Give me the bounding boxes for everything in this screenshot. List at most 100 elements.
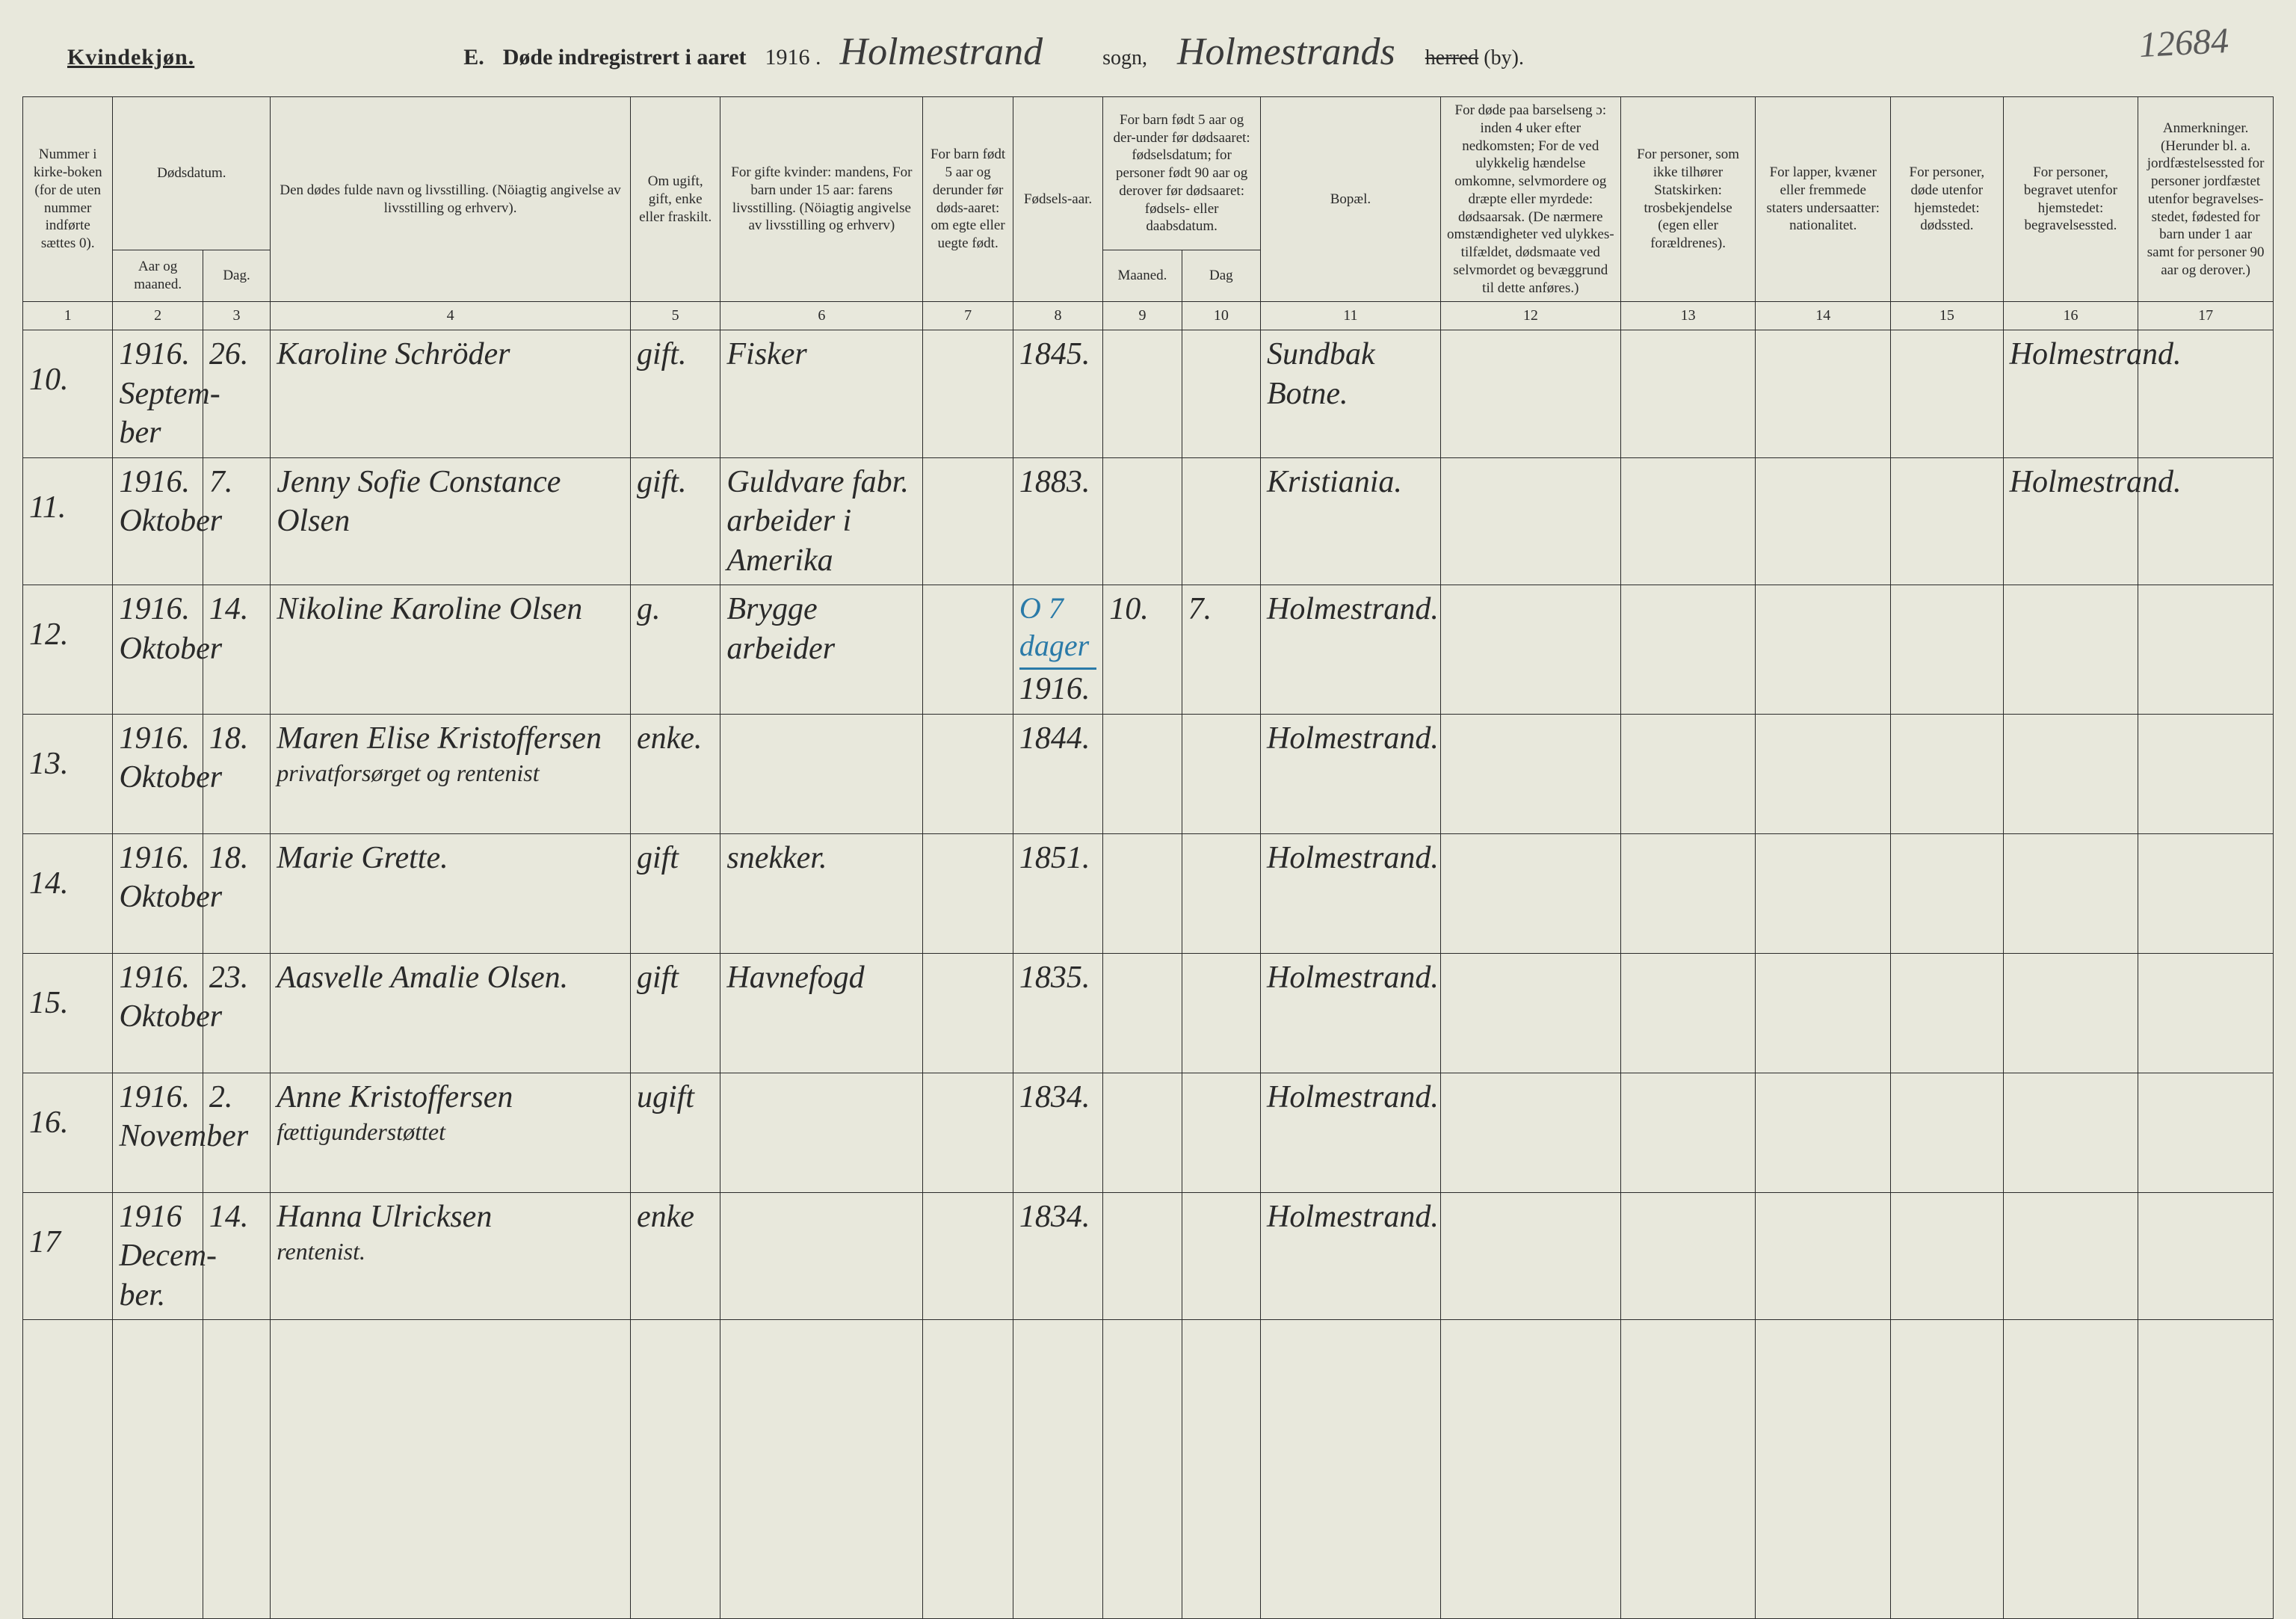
register-page: 12684 Kvindekjøn. E. Døde indregistrert … (22, 30, 2274, 1458)
cell-c14 (1756, 330, 1891, 458)
col-header-2: Aar og maaned. (113, 250, 203, 302)
cell-num: 15. (23, 953, 113, 1073)
cell-bopael: Sundbak Botne. (1261, 330, 1441, 458)
cell-bopael: Holmestrand. (1261, 714, 1441, 833)
cell-yrke: Guldvare fabr. arbeider i Amerika (720, 457, 923, 585)
cell-num: 12. (23, 585, 113, 715)
empty-cell (271, 1320, 631, 1619)
handwritten-page-number: 12684 (2138, 20, 2230, 66)
col-header-fodselsdatum: For barn født 5 aar og der-under før død… (1103, 97, 1261, 250)
cell-navn: Aasvelle Amalie Olsen. (271, 953, 631, 1073)
col-header-10: Dag (1182, 250, 1260, 302)
cell-c12 (1440, 457, 1620, 585)
cell-anm (2138, 714, 2274, 833)
col-header-1: Nummer i kirke-boken (for de uten nummer… (23, 97, 113, 302)
cell-begrav (2003, 585, 2138, 715)
cell-egte (923, 714, 1013, 833)
cell-c15 (1891, 1192, 2004, 1320)
cell-c14 (1756, 1192, 1891, 1320)
cell-begrav (2003, 953, 2138, 1073)
empty-cell (23, 1320, 113, 1619)
page-header: Kvindekjøn. E. Døde indregistrert i aare… (22, 30, 2274, 96)
gender-label: Kvindekjøn. (67, 45, 194, 70)
cell-egte (923, 330, 1013, 458)
colnum: 10 (1182, 302, 1260, 330)
cell-egte (923, 457, 1013, 585)
cell-begrav: Holmestrand. (2003, 457, 2138, 585)
cell-c13 (1620, 953, 1756, 1073)
colnum: 3 (203, 302, 270, 330)
cell-fdag (1182, 833, 1260, 953)
cell-c15 (1891, 953, 2004, 1073)
col-header-14: For lapper, kvæner eller fremmede stater… (1756, 97, 1891, 302)
empty-cell (630, 1320, 720, 1619)
cell-begrav (2003, 1192, 2138, 1320)
cell-anm (2138, 585, 2274, 715)
cell-fodselsaar: 1844. (1013, 714, 1102, 833)
empty-cell (203, 1320, 270, 1619)
cell-fodselsaar: 1883. (1013, 457, 1102, 585)
register-table: Nummer i kirke-boken (for de uten nummer… (22, 96, 2274, 1619)
colnum: 14 (1756, 302, 1891, 330)
empty-cell (720, 1320, 923, 1619)
cell-fdag (1182, 457, 1260, 585)
cell-egte (923, 953, 1013, 1073)
colnum: 6 (720, 302, 923, 330)
cell-bopael: Kristiania. (1261, 457, 1441, 585)
cell-aarmaaned: 1916. Oktober (113, 714, 203, 833)
col-header-17: Anmerkninger. (Herunder bl. a. jordfæste… (2138, 97, 2274, 302)
cell-fodselsaar: 1834. (1013, 1192, 1102, 1320)
cell-num: 13. (23, 714, 113, 833)
cell-begrav (2003, 1073, 2138, 1192)
empty-cell (113, 1320, 203, 1619)
colnum: 13 (1620, 302, 1756, 330)
cell-aarmaaned: 1916. November (113, 1073, 203, 1192)
cell-c12 (1440, 953, 1620, 1073)
cell-navn: Marie Grette. (271, 833, 631, 953)
cell-anm (2138, 953, 2274, 1073)
cell-begrav (2003, 714, 2138, 833)
cell-status: enke (630, 1192, 720, 1320)
cell-status: gift. (630, 457, 720, 585)
col-header-11: Bopæl. (1261, 97, 1441, 302)
empty-cell (1620, 1320, 1756, 1619)
cell-c12 (1440, 1073, 1620, 1192)
colnum: 8 (1013, 302, 1102, 330)
cell-fmaaned (1103, 714, 1182, 833)
cell-anm (2138, 833, 2274, 953)
cell-anm (2138, 1192, 2274, 1320)
cell-c14 (1756, 457, 1891, 585)
cell-navn: Karoline Schröder (271, 330, 631, 458)
cell-c13 (1620, 1192, 1756, 1320)
cell-status: g. (630, 585, 720, 715)
cell-c12 (1440, 585, 1620, 715)
col-header-6: For gifte kvinder: mandens, For barn und… (720, 97, 923, 302)
cell-c15 (1891, 833, 2004, 953)
cell-num: 14. (23, 833, 113, 953)
table-row: 13.1916. Oktober18.Maren Elise Kristoffe… (23, 714, 2274, 833)
empty-cell (2138, 1320, 2274, 1619)
col-header-5: Om ugift, gift, enke eller fraskilt. (630, 97, 720, 302)
col-header-9: Maaned. (1103, 250, 1182, 302)
empty-cell (1440, 1320, 1620, 1619)
table-row: 10.1916. Septem-ber26.Karoline Schröderg… (23, 330, 2274, 458)
cell-fmaaned: 10. (1103, 585, 1182, 715)
cell-c13 (1620, 1073, 1756, 1192)
colnum: 16 (2003, 302, 2138, 330)
cell-fdag (1182, 1192, 1260, 1320)
colnum: 2 (113, 302, 203, 330)
cell-fodselsaar: 1851. (1013, 833, 1102, 953)
cell-c14 (1756, 714, 1891, 833)
col-header-15: For personer, døde utenfor hjemstedet: d… (1891, 97, 2004, 302)
cell-navn: Maren Elise Kristoffersenprivatforsørget… (271, 714, 631, 833)
cell-navn: Hanna Ulricksenrentenist. (271, 1192, 631, 1320)
cell-navn: Nikoline Karoline Olsen (271, 585, 631, 715)
cell-c12 (1440, 1192, 1620, 1320)
cell-c13 (1620, 585, 1756, 715)
herred-name-handwritten: Holmestrands (1177, 30, 1395, 74)
cell-fdag (1182, 953, 1260, 1073)
cell-bopael: Holmestrand. (1261, 585, 1441, 715)
cell-begrav (2003, 833, 2138, 953)
cell-navn: Anne Kristoffersenfættigunderstøttet (271, 1073, 631, 1192)
cell-status: gift (630, 833, 720, 953)
